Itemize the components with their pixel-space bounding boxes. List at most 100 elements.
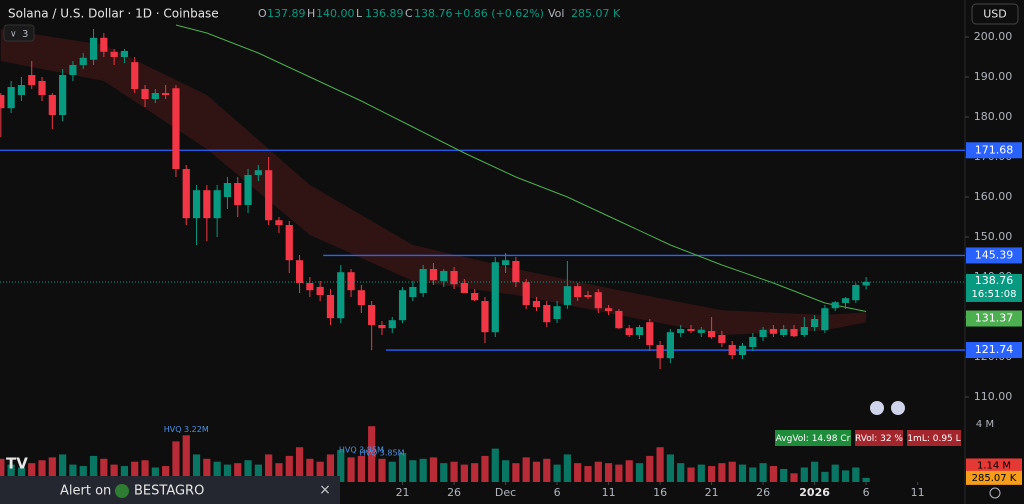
candle-body bbox=[398, 290, 407, 321]
volume-bar bbox=[625, 460, 633, 482]
alert-close[interactable]: × bbox=[319, 482, 331, 498]
change: +0.86 (+0.62%) bbox=[454, 7, 544, 20]
ohlc-value: 140.00 bbox=[316, 7, 355, 20]
volume-bar bbox=[162, 466, 170, 482]
candle-body bbox=[69, 65, 77, 75]
candle-body bbox=[38, 81, 46, 95]
volume-bar bbox=[697, 464, 705, 482]
volume-bar bbox=[440, 463, 448, 482]
candle-body bbox=[316, 287, 324, 295]
candle-body bbox=[615, 311, 623, 329]
volume-bar bbox=[213, 461, 221, 482]
ma-label: 131.37 bbox=[975, 312, 1014, 325]
x-tick-label: 11 bbox=[911, 486, 925, 499]
volume-bar bbox=[7, 464, 15, 482]
volume-bar bbox=[677, 463, 685, 482]
candle-body bbox=[810, 319, 819, 327]
volume-bar bbox=[831, 464, 839, 482]
x-tick-label: 6 bbox=[554, 486, 561, 499]
candle-body bbox=[831, 302, 839, 309]
volume-bar bbox=[553, 464, 561, 482]
candle-body bbox=[120, 51, 129, 57]
ohlc-value: 137.89 bbox=[267, 7, 306, 20]
candle-body bbox=[347, 272, 355, 291]
candle-body bbox=[172, 88, 180, 169]
volume-bar bbox=[388, 461, 396, 482]
candle-body bbox=[646, 322, 654, 345]
currency-button[interactable] bbox=[971, 3, 1019, 25]
event-flag[interactable] bbox=[891, 401, 905, 415]
candle-body bbox=[440, 271, 448, 281]
currency: USD bbox=[983, 8, 1007, 21]
volume-annotation: HVQ 3.85M bbox=[339, 445, 384, 454]
ohlc-key: C bbox=[405, 7, 413, 20]
candle-body bbox=[852, 285, 860, 301]
candle-body bbox=[368, 305, 376, 325]
candle-body bbox=[584, 295, 592, 297]
volume-bar bbox=[100, 458, 108, 482]
volume-bar bbox=[749, 467, 757, 482]
volume-bar bbox=[316, 461, 324, 482]
volume-bar bbox=[862, 477, 870, 482]
candle-body bbox=[769, 329, 778, 334]
candle-body bbox=[213, 190, 221, 219]
volume-bar bbox=[646, 455, 654, 482]
settings-icon[interactable] bbox=[989, 487, 1001, 499]
volume-bar bbox=[790, 473, 798, 482]
x-tick-label: 21 bbox=[396, 486, 410, 499]
candle-body bbox=[429, 269, 438, 281]
candle-body bbox=[759, 329, 767, 337]
candle-body bbox=[285, 225, 293, 261]
candle-body bbox=[780, 329, 788, 335]
candle-body bbox=[79, 57, 87, 65]
volume-bar bbox=[326, 454, 335, 482]
candle-body bbox=[162, 93, 170, 95]
volume-annotation: HVQ 3.85M bbox=[359, 448, 404, 457]
volume-bar bbox=[89, 455, 98, 482]
candle-body bbox=[7, 87, 15, 109]
y-tick-label: 200.00 bbox=[974, 30, 1013, 43]
volume-annotation: HVQ 3.22M bbox=[164, 425, 209, 434]
candle-body bbox=[151, 93, 159, 99]
volume-bar bbox=[522, 457, 530, 482]
ohlc-key: O bbox=[258, 7, 267, 20]
volume-bar bbox=[120, 466, 129, 482]
volume-bar bbox=[182, 435, 190, 482]
x-tick-label: 2026 bbox=[799, 486, 830, 499]
candle-body bbox=[677, 329, 685, 333]
volume-bar bbox=[172, 441, 180, 482]
ohlc-key: L bbox=[356, 7, 363, 20]
chevron: ∨ bbox=[10, 30, 17, 40]
candle-body bbox=[388, 320, 396, 329]
candle-body bbox=[512, 261, 520, 283]
stat-widget bbox=[855, 430, 903, 446]
candle-body bbox=[357, 290, 365, 305]
volume-bar bbox=[38, 460, 46, 482]
volume-bar bbox=[285, 455, 293, 482]
candle-body bbox=[131, 62, 139, 89]
candle-body bbox=[0, 95, 5, 109]
volume-bar bbox=[594, 461, 602, 482]
countdown: 16:51:08 bbox=[972, 289, 1017, 300]
volume-bar bbox=[295, 447, 304, 482]
volume-bar bbox=[666, 454, 674, 482]
volume-last-tag bbox=[966, 470, 1022, 485]
last-price-label: 138.76 bbox=[975, 274, 1014, 287]
indicator-count: 3 bbox=[22, 29, 28, 40]
volume-bar bbox=[419, 458, 427, 482]
event-flag[interactable] bbox=[870, 401, 884, 415]
x-tick-label: Dec bbox=[495, 486, 516, 499]
volume-bar bbox=[28, 463, 36, 482]
level-label: 145.39 bbox=[975, 248, 1014, 261]
candle-body bbox=[59, 75, 67, 115]
indicator-toggle[interactable] bbox=[3, 24, 35, 42]
volume-bar bbox=[398, 453, 407, 482]
candle-body bbox=[223, 183, 232, 197]
volume-bar bbox=[604, 463, 613, 482]
candle-body bbox=[574, 286, 582, 297]
volume-tick-label: 4 M bbox=[976, 419, 994, 430]
candle-body bbox=[295, 260, 304, 283]
candle-body bbox=[203, 190, 211, 219]
candle-body bbox=[48, 95, 56, 115]
